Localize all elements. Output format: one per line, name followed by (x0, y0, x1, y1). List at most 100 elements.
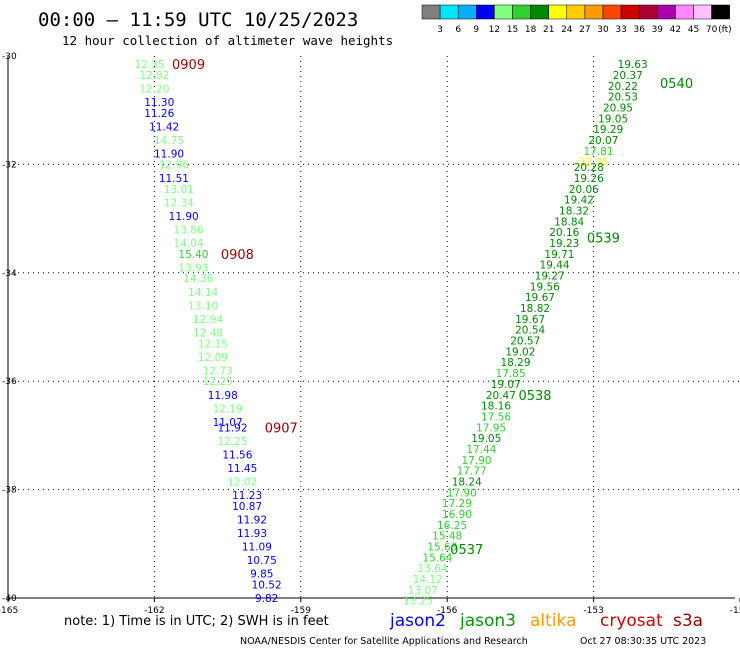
swh-label: 20.37 (613, 70, 643, 82)
swh-label: 10.52 (252, 579, 282, 591)
x-tick-label: -162 (144, 606, 164, 616)
swh-label: 18.29 (500, 357, 530, 369)
time-label: 0908 (221, 248, 254, 263)
swh-label: 11.92 (237, 514, 267, 526)
colorbar-label: 9 (473, 25, 479, 35)
swh-label: 11.98 (208, 390, 238, 402)
colorbar-label: 45 (688, 25, 699, 35)
swh-label: 15.63 (427, 542, 457, 554)
colorbar-label: 6 (455, 25, 461, 35)
colorbar-swatch (439, 4, 459, 20)
y-tick-label: -38 (2, 486, 17, 496)
swh-label: 19.26 (574, 173, 604, 185)
swh-label: 14.75 (154, 135, 184, 147)
swh-label: 12.15 (198, 338, 228, 350)
swh-label: 19.05 (598, 113, 628, 125)
footer-credit: NOAA/NESDIS Center for Satellite Applica… (240, 636, 528, 647)
swh-label: 19.71 (544, 249, 574, 261)
swh-label: 17.90 (461, 455, 491, 467)
colorbar-swatch (584, 4, 604, 20)
colorbar-unit: (ft) (718, 25, 732, 35)
swh-label: 19.27 (535, 271, 565, 283)
satellite-legend: jason2 jason3 altika cryosat s3a (389, 611, 703, 631)
swh-label: 18.84 (554, 216, 584, 228)
colorbar-label: 15 (507, 25, 518, 35)
colorbar-label: 24 (561, 25, 573, 35)
colorbar-label: 3 (437, 25, 443, 35)
x-tick-label: -159 (291, 606, 312, 616)
swh-label: 18.82 (520, 303, 550, 315)
colorbar-swatch (476, 4, 495, 20)
y-tick-label: -32 (2, 160, 17, 170)
colorbar-swatch (711, 4, 730, 20)
colorbar-swatch (530, 4, 549, 20)
axis-ticks: -165 -162 -159 -156 -153 -150 -30 -32 -34 -36 -38 -… (0, 52, 740, 616)
swh-label: 16.90 (442, 509, 472, 521)
colorbar-label: 36 (633, 25, 645, 35)
swh-label: 13.01 (164, 184, 194, 196)
x-tick-label: -150 (730, 606, 740, 616)
swh-label: 20.22 (608, 81, 638, 93)
swh-label: 19.07 (491, 379, 521, 391)
colorbar-label: 70 (706, 25, 718, 35)
note-text: note: 1) Time is in UTC; 2) SWH is in fe… (64, 614, 329, 629)
time-label: 0537 (450, 543, 483, 558)
swh-label: 12.25 (203, 376, 233, 388)
swh-label: 12.02 (227, 476, 257, 488)
swh-label: 12.20 (139, 84, 169, 96)
swh-label: 11.45 (227, 463, 257, 475)
swh-label: 13.25 (403, 596, 433, 608)
swh-label: 15.48 (432, 531, 462, 543)
swh-label: 17.90 (447, 487, 477, 499)
colorbar-swatch (657, 4, 676, 20)
swh-label: 17.29 (442, 498, 472, 510)
colorbar-swatch (512, 4, 531, 20)
swh-label: 20.95 (603, 102, 633, 114)
swh-label: 10.87 (232, 501, 262, 513)
x-tick-label: -156 (437, 606, 458, 616)
swh-label: 20.16 (549, 227, 579, 239)
swh-label: 11.93 (237, 528, 267, 540)
colorbar-label: 12 (489, 25, 500, 35)
legend-altika: altika (530, 611, 577, 631)
swh-label: 20.54 (515, 325, 545, 337)
swh-label: 11.07 (213, 417, 243, 429)
swh-label: 12.35 (134, 59, 164, 71)
colorbar-swatch (421, 4, 441, 20)
swh-label: 20.28 (574, 162, 604, 174)
swh-label: 11.26 (144, 108, 174, 120)
swh-label: 19.67 (515, 314, 545, 326)
swh-label: 19.02 (505, 346, 535, 358)
colorbar-swatch (620, 4, 640, 20)
swh-label: 19.29 (593, 124, 623, 136)
swh-label: 18.24 (452, 476, 482, 488)
swh-label: 9.85 (250, 569, 273, 581)
swh-label: 20.07 (588, 135, 618, 147)
swh-label: 18.16 (481, 401, 511, 413)
swh-label: 10.75 (247, 555, 277, 567)
y-tick-label: -34 (2, 269, 17, 279)
swh-label: 18.32 (559, 205, 589, 217)
swh-label: 12.19 (213, 403, 243, 415)
swh-label: 20.57 (510, 336, 540, 348)
grid-lines (8, 56, 740, 598)
swh-label: 20.47 (486, 390, 516, 402)
swh-label: 19.67 (525, 292, 555, 304)
colorbar-swatch (638, 4, 658, 20)
colorbar-label: 33 (615, 25, 626, 35)
swh-label: 17.81 (583, 146, 613, 158)
swh-label: 22.35 (579, 157, 609, 169)
swh-label: 15.40 (178, 249, 208, 261)
swh-label: 13.10 (188, 300, 218, 312)
colorbar-swatch (693, 4, 712, 20)
swh-label: 19.63 (618, 59, 648, 71)
swh-label: 11.42 (149, 121, 179, 133)
swh-label: 15.64 (422, 552, 452, 564)
swh-label: 20.06 (569, 184, 599, 196)
time-label: 0909 (172, 58, 205, 73)
swh-label: 12.96 (159, 159, 189, 171)
swh-label: 14.36 (183, 273, 213, 285)
swh-label: 12.82 (139, 70, 169, 82)
swh-label: 9.82 (255, 593, 278, 605)
